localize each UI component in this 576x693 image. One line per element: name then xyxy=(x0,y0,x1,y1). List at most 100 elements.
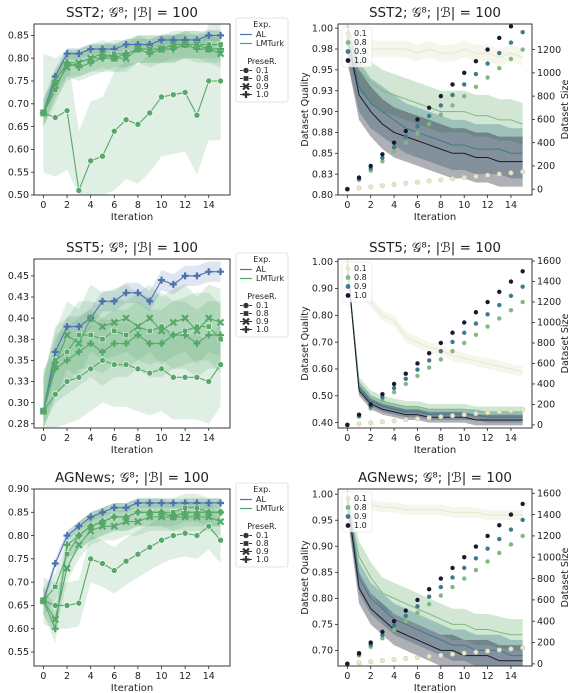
size-point xyxy=(356,412,362,417)
y-tick-label: 0.65 xyxy=(8,601,29,612)
confidence-band xyxy=(347,259,523,418)
size-point xyxy=(426,121,432,127)
size-point xyxy=(345,661,350,667)
legend-entry: 0.9 xyxy=(354,282,367,291)
legend-entry: 0.8 xyxy=(256,539,269,548)
confidence-band xyxy=(347,489,523,651)
y-tick-label: 0.45 xyxy=(8,271,29,282)
data-point xyxy=(75,339,83,348)
data-point xyxy=(134,331,142,339)
data-point xyxy=(110,504,118,512)
legend-box xyxy=(341,26,373,68)
size-point xyxy=(391,627,397,632)
data-point xyxy=(110,127,118,135)
quality-line xyxy=(346,36,523,163)
y-tick-label: 0.95 xyxy=(312,65,333,76)
legend-marker xyxy=(345,266,351,271)
quality-line xyxy=(346,36,523,154)
x-axis-label: Iteration xyxy=(414,445,456,456)
x-tick-label: 10 xyxy=(155,200,167,211)
size-point xyxy=(496,171,502,177)
data-point xyxy=(194,323,200,330)
legend-entry: LMTurk xyxy=(256,274,284,283)
size-point xyxy=(450,413,456,419)
quality-line xyxy=(346,264,523,421)
legend-marker xyxy=(345,514,351,519)
data-point xyxy=(75,373,83,381)
data-point xyxy=(63,378,71,385)
confidence-band xyxy=(347,494,523,521)
data-point xyxy=(63,331,71,339)
size-point xyxy=(380,395,385,400)
data-point xyxy=(134,499,142,507)
size-point xyxy=(391,381,397,387)
y-tick-label: 0.90 xyxy=(312,541,333,552)
data-point xyxy=(216,517,225,526)
y2-tick-label: 1000 xyxy=(537,552,561,563)
y2-tick-label: 600 xyxy=(537,359,555,370)
size-point xyxy=(496,647,502,653)
plot-frame xyxy=(33,258,231,429)
x-tick-label: 2 xyxy=(368,200,374,211)
legend-entry: 1.0 xyxy=(354,521,367,530)
x-tick-label: 14 xyxy=(505,433,517,444)
data-point xyxy=(205,268,213,276)
plot-frame xyxy=(33,23,231,196)
legend-marker xyxy=(242,556,250,563)
size-point xyxy=(520,169,526,175)
size-point xyxy=(356,175,362,180)
y2-tick-label: 1200 xyxy=(537,531,561,542)
chart-title: SST2; 𝒢⁸; |ℬ| = 100 xyxy=(66,5,198,21)
x-tick-label: 4 xyxy=(391,200,397,211)
size-point xyxy=(520,533,525,539)
legend-entry: 1.0 xyxy=(256,90,269,99)
size-point xyxy=(391,619,397,624)
y2-tick-label: 200 xyxy=(537,161,555,172)
plot-area xyxy=(39,493,225,643)
confidence-band xyxy=(347,28,523,66)
size-point xyxy=(473,649,479,655)
data-point xyxy=(51,390,59,398)
data-point xyxy=(51,560,59,568)
confidence-band xyxy=(347,24,523,145)
legend-marker xyxy=(345,293,351,298)
legend-marker xyxy=(345,58,351,63)
size-point xyxy=(380,392,385,397)
size-point xyxy=(438,652,444,658)
plot-frame xyxy=(337,488,533,667)
size-point xyxy=(485,312,490,317)
x-tick-label: 6 xyxy=(111,200,117,211)
size-point xyxy=(426,653,432,659)
size-point xyxy=(380,632,385,638)
size-point xyxy=(415,131,420,136)
x-tick-label: 14 xyxy=(203,433,215,444)
size-point xyxy=(379,183,385,189)
legend-entry: 1.0 xyxy=(354,291,367,300)
size-point xyxy=(450,330,455,335)
y-tick-label: 1.00 xyxy=(312,23,333,34)
legend-entry: 0.9 xyxy=(256,317,269,326)
size-point xyxy=(508,542,514,547)
data-point xyxy=(87,340,95,347)
size-point xyxy=(415,597,420,603)
y-axis-label: Dataset Quality xyxy=(300,72,311,147)
data-point xyxy=(134,508,142,516)
size-point xyxy=(508,40,514,45)
data-point xyxy=(205,378,213,385)
chart-title: SST2; 𝒢⁸; |ℬ| = 100 xyxy=(369,5,501,21)
size-point xyxy=(462,565,467,571)
series-line xyxy=(42,334,221,412)
y-tick-label: 0.90 xyxy=(312,284,333,295)
plot-frame xyxy=(337,258,533,429)
data-point xyxy=(181,314,189,322)
data-point xyxy=(181,373,189,381)
data-point xyxy=(158,276,166,284)
size-point xyxy=(379,419,385,425)
legend-marker xyxy=(345,40,351,45)
size-point xyxy=(368,184,374,190)
y-tick-label: 0.55 xyxy=(8,647,29,658)
legend-entry: 0.9 xyxy=(354,512,367,521)
y-tick-label: 0.80 xyxy=(8,53,29,64)
size-point xyxy=(391,145,397,150)
y2-tick-label: 400 xyxy=(537,138,555,149)
